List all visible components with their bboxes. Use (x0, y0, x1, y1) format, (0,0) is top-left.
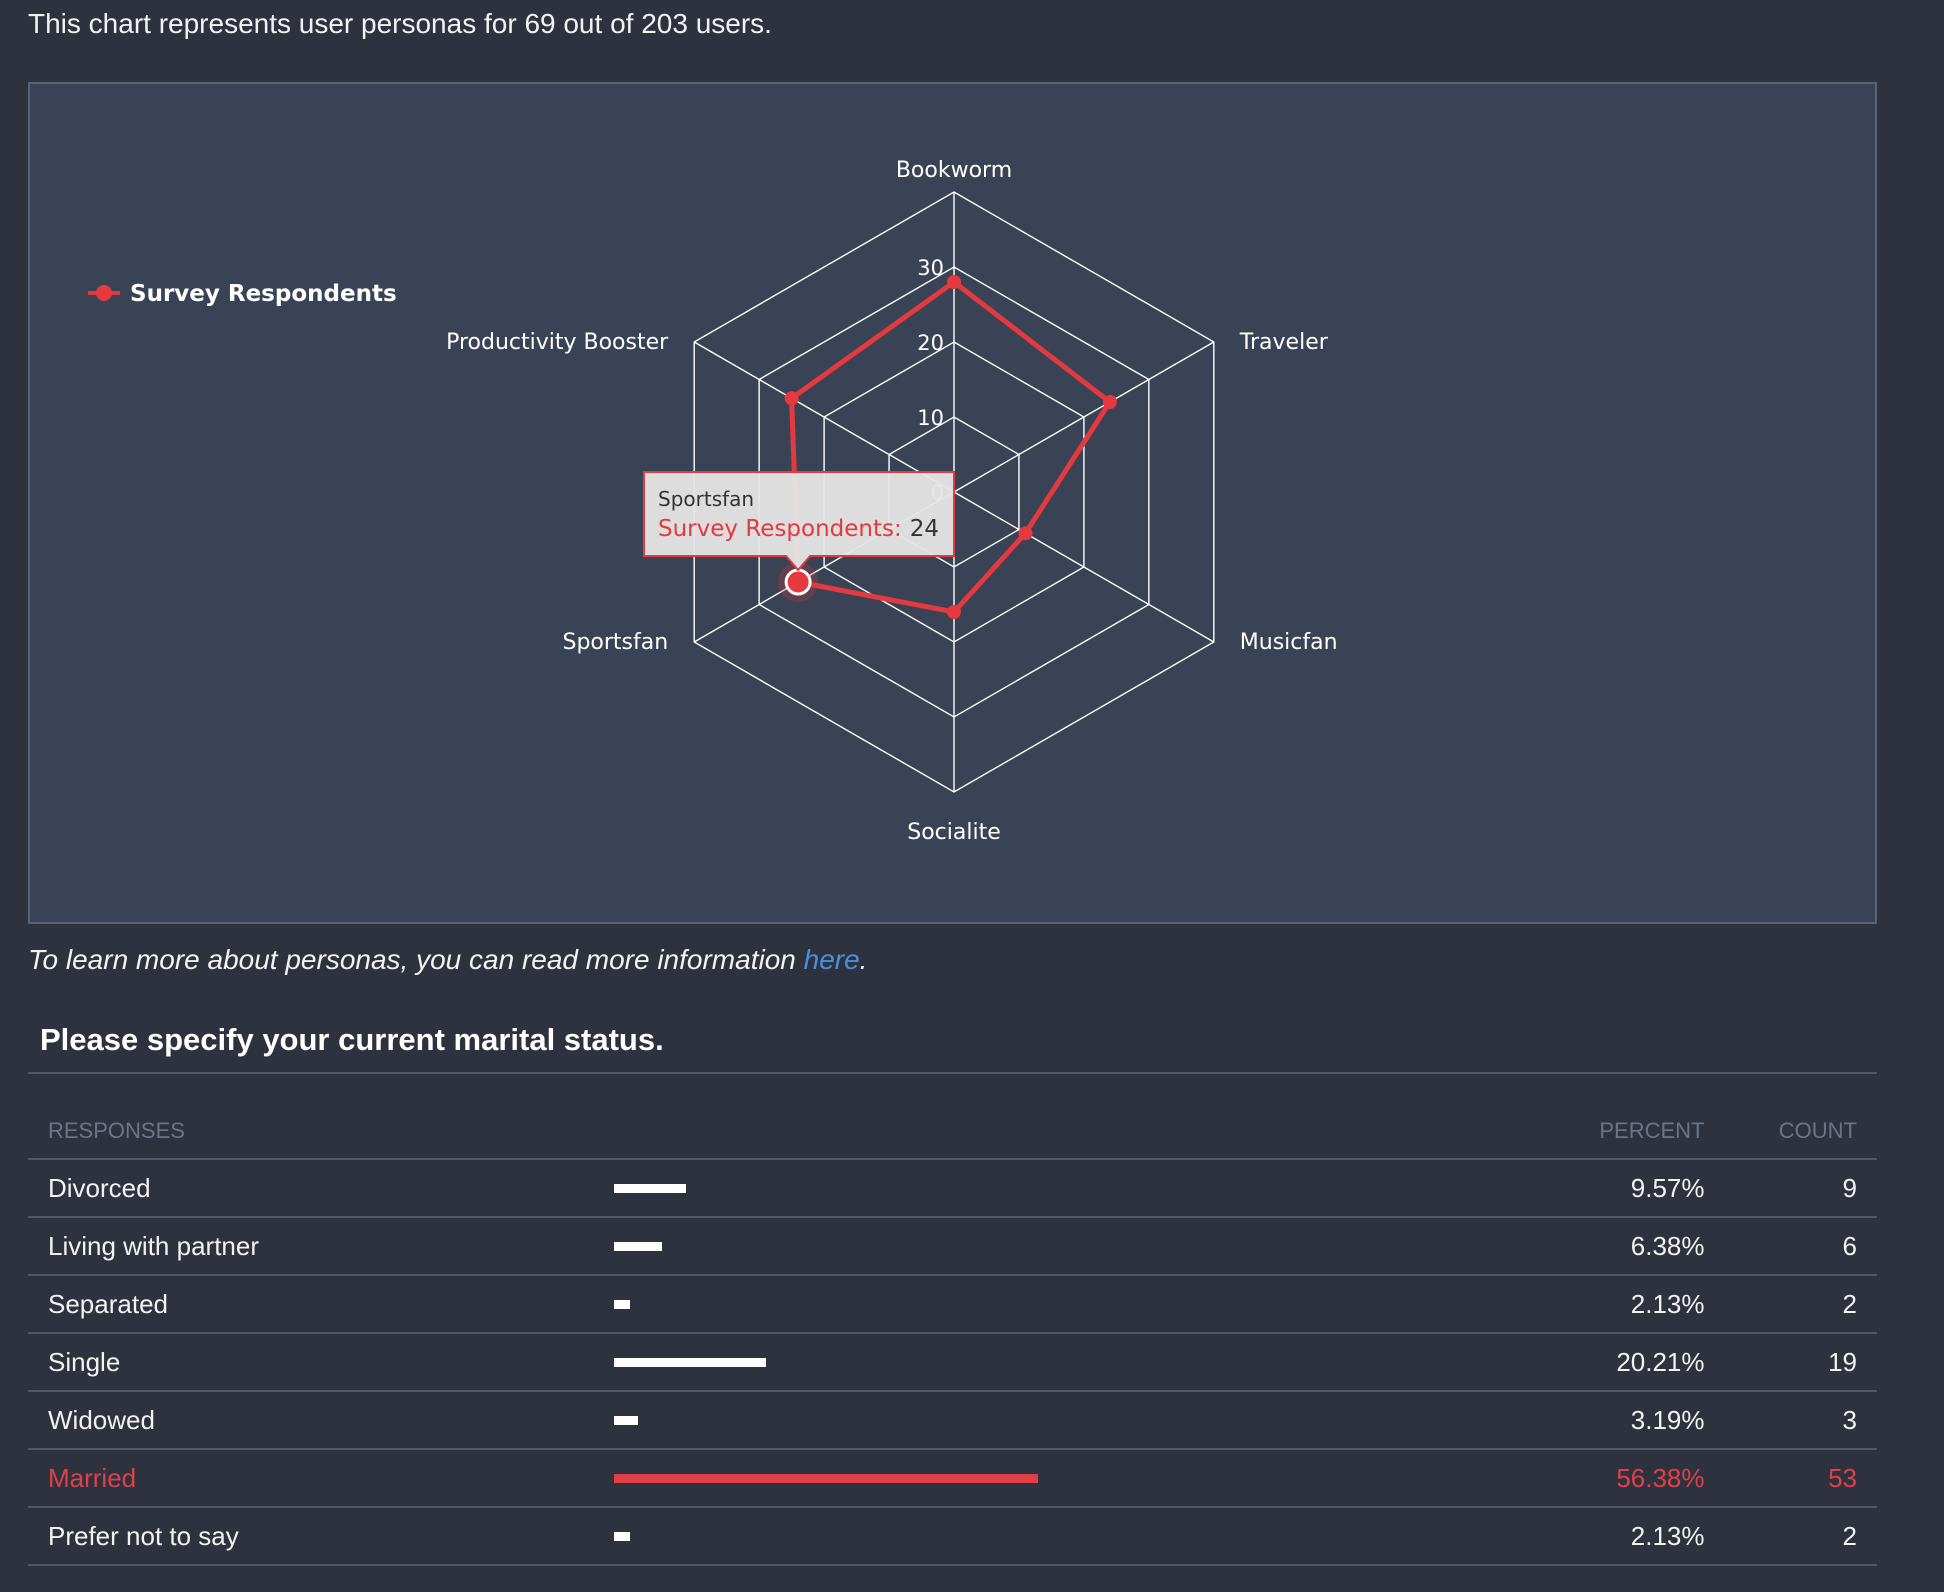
tick-label: 10 (917, 406, 944, 430)
tick-label: 20 (917, 331, 944, 355)
learn-more-suffix: . (859, 944, 868, 975)
tooltip-box (643, 471, 955, 572)
response-percent: 6.38% (1555, 1217, 1705, 1276)
tooltip-category: Sportsfan (658, 487, 754, 511)
response-count: 2 (1704, 1275, 1877, 1334)
tooltip-series-line: Survey Respondents: 24 (658, 516, 939, 542)
response-bar-cell (613, 1217, 1556, 1276)
response-bar (613, 1183, 686, 1193)
legend-label: Survey Respondents (130, 281, 397, 307)
response-label: Single (28, 1333, 614, 1392)
hover-point[interactable] (784, 568, 812, 596)
learn-more-text: To learn more about personas, you can re… (28, 944, 867, 976)
response-percent: 3.19% (1555, 1391, 1705, 1450)
response-count: 2 (1704, 1507, 1877, 1566)
table-row[interactable]: Widowed 3.19% 3 (28, 1391, 1877, 1450)
response-bar-cell (613, 1159, 1556, 1218)
data-point[interactable] (1018, 526, 1033, 541)
tooltip-series: Survey Respondents (658, 516, 894, 542)
header-bar (613, 1104, 1556, 1160)
response-bar-cell (613, 1275, 1556, 1334)
response-bar-cell (613, 1449, 1556, 1508)
axis-label: Musicfan (1240, 630, 1338, 655)
axis-label: Sportsfan (562, 630, 668, 655)
response-bar (613, 1473, 1038, 1483)
axis-label: Productivity Booster (446, 330, 669, 355)
grid-spoke (693, 341, 955, 493)
series-line (789, 279, 1113, 615)
response-label: Living with partner (28, 1217, 614, 1276)
response-count: 3 (1704, 1391, 1877, 1450)
table-row[interactable]: Single 20.21% 19 (28, 1333, 1877, 1392)
response-label: Separated (28, 1275, 614, 1334)
learn-more-link[interactable]: here (803, 944, 860, 975)
response-percent: 9.57% (1555, 1159, 1705, 1218)
tooltip-separator: : (894, 516, 902, 542)
persona-radar-chart: 0102030BookwormTravelerMusicfanSocialite… (28, 82, 1877, 924)
radar-chart-svg: 0102030BookwormTravelerMusicfanSocialite… (88, 158, 1338, 845)
data-point[interactable] (784, 391, 799, 406)
question-header: Please specify your current marital stat… (28, 1012, 1877, 1074)
tooltip-value: 24 (910, 516, 939, 542)
grid-spoke (953, 491, 1215, 643)
legend-marker (96, 285, 112, 301)
header-percent: PERCENT (1555, 1104, 1705, 1160)
response-label: Prefer not to say (28, 1507, 614, 1566)
data-point[interactable] (947, 275, 961, 289)
response-label: Divorced (28, 1159, 614, 1218)
table-header-row: RESPONSES PERCENT COUNT (28, 1104, 1877, 1160)
response-percent: 2.13% (1555, 1507, 1705, 1566)
responses-table: RESPONSES PERCENT COUNT Divorced 9.57% 9 Li… (28, 1104, 1877, 1566)
response-count: 19 (1704, 1333, 1877, 1392)
chart-tooltip: Sportsfan Survey Respondents: 24 (643, 471, 955, 572)
response-bar (613, 1531, 630, 1541)
response-bar-cell (613, 1507, 1556, 1566)
radar-grid (693, 191, 1215, 793)
response-label: Married (28, 1449, 614, 1508)
grid-spoke (953, 341, 1215, 493)
response-count: 6 (1704, 1217, 1877, 1276)
response-percent: 56.38% (1555, 1449, 1705, 1508)
legend[interactable]: Survey Respondents (88, 281, 397, 307)
header-count: COUNT (1704, 1104, 1877, 1160)
table-row[interactable]: Divorced 9.57% 9 (28, 1159, 1877, 1218)
table-row[interactable]: Separated 2.13% 2 (28, 1275, 1877, 1334)
question-title: Please specify your current marital stat… (40, 1022, 664, 1057)
response-bar (613, 1241, 662, 1251)
header-responses: RESPONSES (28, 1104, 614, 1160)
data-point[interactable] (947, 605, 961, 619)
response-bar (613, 1299, 630, 1309)
response-label: Widowed (28, 1391, 614, 1450)
table-row[interactable]: Living with partner 6.38% 6 (28, 1217, 1877, 1276)
table-row[interactable]: Prefer not to say 2.13% 2 (28, 1507, 1877, 1566)
data-point[interactable] (1102, 395, 1117, 409)
response-percent: 2.13% (1555, 1275, 1705, 1334)
response-bar-cell (613, 1333, 1556, 1392)
axis-label: Traveler (1239, 330, 1329, 355)
tick-label: 30 (917, 256, 944, 280)
learn-more-prefix: To learn more about personas, you can re… (28, 944, 804, 975)
response-count: 9 (1704, 1159, 1877, 1218)
axis-label: Socialite (907, 820, 1001, 845)
response-bar (613, 1357, 766, 1367)
response-bar (613, 1415, 638, 1425)
response-count: 53 (1704, 1449, 1877, 1508)
response-percent: 20.21% (1555, 1333, 1705, 1392)
axis-label: Bookworm (896, 158, 1012, 183)
table-row[interactable]: Married 56.38% 53 (28, 1449, 1877, 1508)
response-bar-cell (613, 1391, 1556, 1450)
intro-text: This chart represents user personas for … (28, 8, 772, 39)
